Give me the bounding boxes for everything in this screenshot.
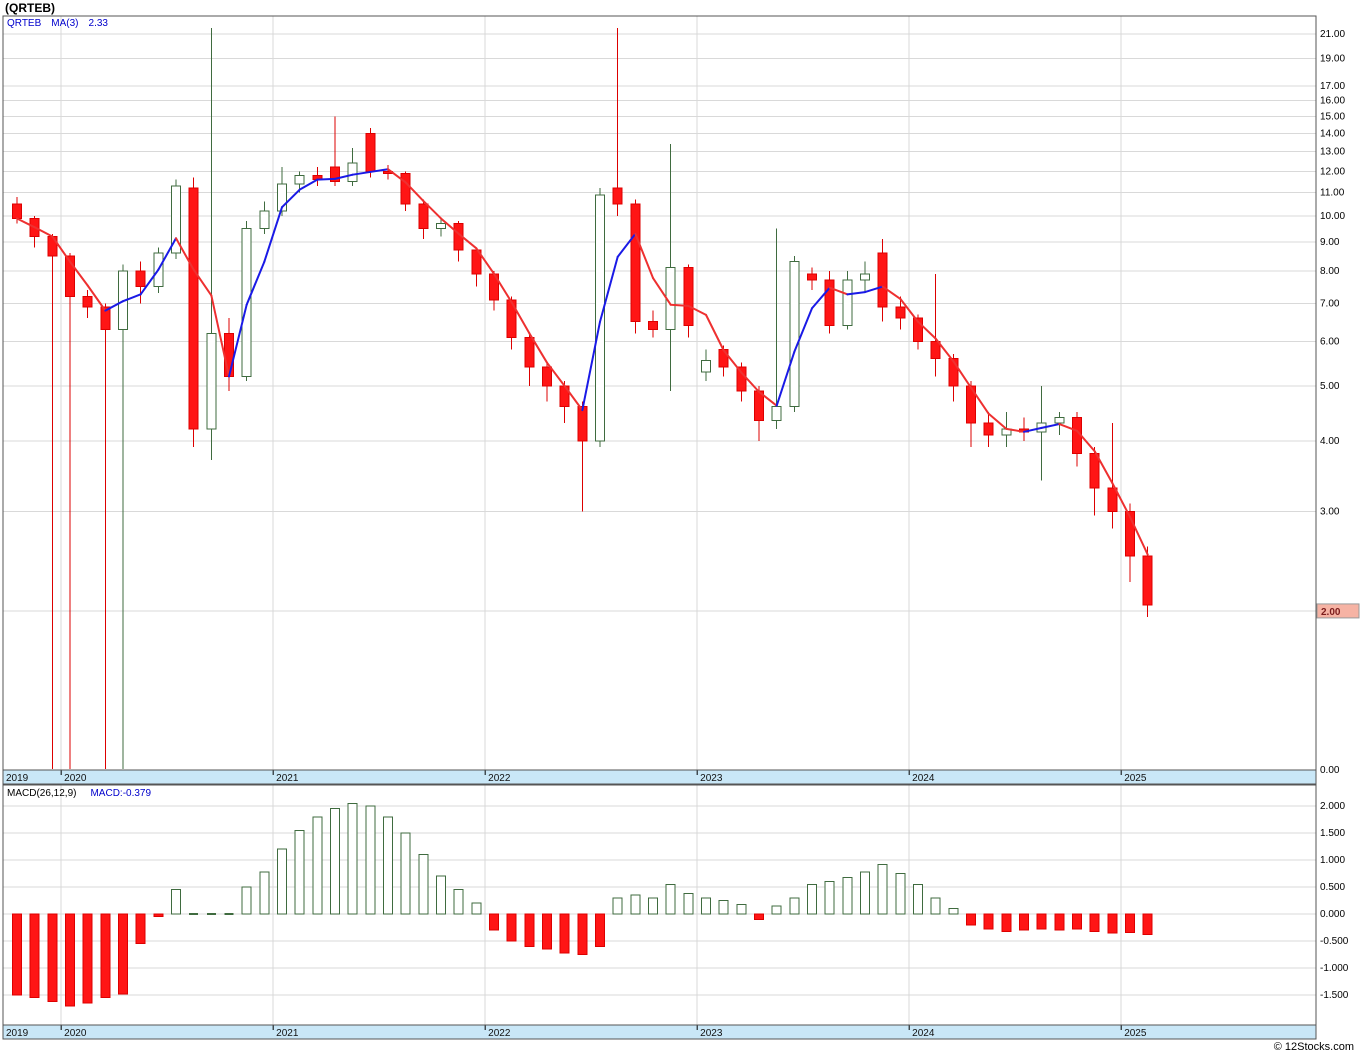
legend-symbol: QRTEB <box>7 18 42 29</box>
legend-ma-label: MA(3) <box>51 18 79 29</box>
svg-text:21.00: 21.00 <box>1320 29 1345 40</box>
svg-text:2.000: 2.000 <box>1320 801 1345 812</box>
svg-text:2020: 2020 <box>64 773 87 784</box>
page-title: (QRTEB) <box>5 1 55 15</box>
svg-text:19.00: 19.00 <box>1320 54 1345 65</box>
time-axis-strips <box>2 769 1317 1040</box>
copyright-note: © 12Stocks.com <box>1273 1041 1354 1053</box>
svg-text:2025: 2025 <box>1124 1028 1147 1039</box>
svg-text:3.00: 3.00 <box>1320 506 1340 517</box>
svg-text:14.00: 14.00 <box>1320 128 1345 139</box>
macd-indicator-label: MACD(26,12,9) <box>7 788 77 799</box>
svg-text:17.00: 17.00 <box>1320 81 1345 92</box>
svg-text:10.00: 10.00 <box>1320 211 1345 222</box>
price-axis-labels: 21.00 19.00 17.00 16.00 15.00 14.00 13.00 12.00… <box>1320 29 1345 776</box>
svg-text:15.00: 15.00 <box>1320 112 1345 123</box>
svg-text:0.00: 0.00 <box>1320 765 1340 776</box>
macd-axis-labels: 2.000 1.500 1.000 0.500 0.000 -0.500 -1.000 -1.… <box>1320 801 1349 1001</box>
svg-text:8.00: 8.00 <box>1320 266 1340 277</box>
svg-text:0.000: 0.000 <box>1320 909 1345 920</box>
panel-frames <box>2 15 1317 1026</box>
macd-legend: MACD(26,12,9) MACD:-0.379 <box>7 788 151 799</box>
svg-text:2021: 2021 <box>276 773 299 784</box>
ma3-line <box>16 168 1149 556</box>
svg-text:16.00: 16.00 <box>1320 96 1345 107</box>
svg-text:-1.000: -1.000 <box>1320 963 1349 974</box>
current-price-label: 2.00 <box>1316 603 1360 619</box>
svg-text:1.000: 1.000 <box>1320 855 1345 866</box>
svg-text:13.00: 13.00 <box>1320 147 1345 158</box>
svg-text:7.00: 7.00 <box>1320 299 1340 310</box>
svg-text:2020: 2020 <box>64 1028 87 1039</box>
macd-histogram <box>12 802 1153 1007</box>
main-chart-legend: QRTEB MA(3) 2.33 <box>7 18 118 29</box>
svg-text:2024: 2024 <box>912 1028 935 1039</box>
svg-text:0.500: 0.500 <box>1320 882 1345 893</box>
svg-text:1.500: 1.500 <box>1320 828 1345 839</box>
svg-text:2019: 2019 <box>6 1028 29 1039</box>
svg-text:5.00: 5.00 <box>1320 381 1340 392</box>
svg-text:2021: 2021 <box>276 1028 299 1039</box>
svg-text:9.00: 9.00 <box>1320 237 1340 248</box>
svg-text:2023: 2023 <box>700 773 723 784</box>
svg-text:2025: 2025 <box>1124 773 1147 784</box>
macd-value: MACD:-0.379 <box>90 788 152 799</box>
svg-text:2022: 2022 <box>488 1028 511 1039</box>
svg-text:2022: 2022 <box>488 773 511 784</box>
svg-text:-0.500: -0.500 <box>1320 936 1349 947</box>
svg-text:12.00: 12.00 <box>1320 166 1345 177</box>
svg-text:2019: 2019 <box>6 773 29 784</box>
candlesticks <box>12 28 1153 769</box>
svg-text:11.00: 11.00 <box>1320 188 1345 199</box>
svg-text:2024: 2024 <box>912 773 935 784</box>
svg-text:-1.500: -1.500 <box>1320 990 1349 1001</box>
svg-text:4.00: 4.00 <box>1320 436 1340 447</box>
year-axis: 2019 2019 2020 2020 2021 2021 2022 2022 2023 2023… <box>6 770 1147 1039</box>
svg-text:2023: 2023 <box>700 1028 723 1039</box>
year-gridlines <box>60 16 1122 1025</box>
svg-text:6.00: 6.00 <box>1320 336 1340 347</box>
svg-text:2.00: 2.00 <box>1321 607 1341 618</box>
legend-ma-value: 2.33 <box>88 18 108 29</box>
price-gridlines <box>3 33 1316 996</box>
